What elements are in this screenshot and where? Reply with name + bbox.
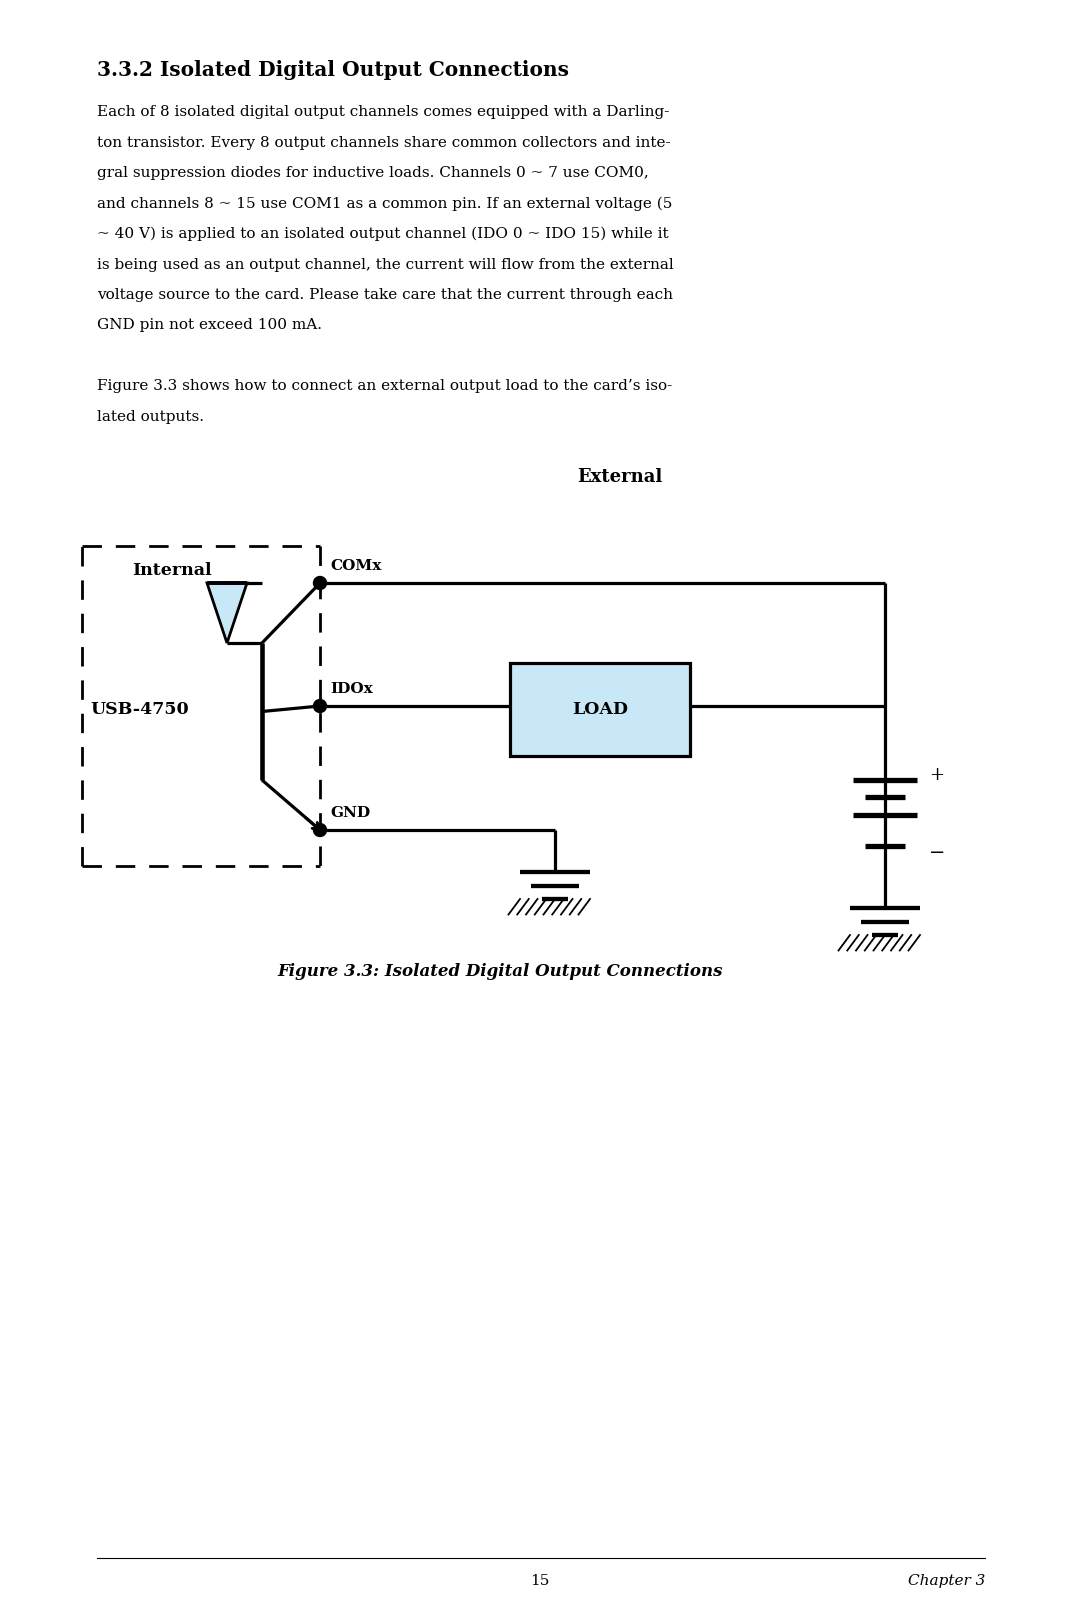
Text: gral suppression diodes for inductive loads. Channels 0 ~ 7 use COM0,: gral suppression diodes for inductive lo… [97,167,649,180]
Text: is being used as an output channel, the current will flow from the external: is being used as an output channel, the … [97,257,674,272]
Text: −: − [929,845,945,862]
Text: Figure 3.3: Isolated Digital Output Connections: Figure 3.3: Isolated Digital Output Conn… [278,963,723,981]
Text: voltage source to the card. Please take care that the current through each: voltage source to the card. Please take … [97,288,673,303]
Text: Internal: Internal [132,561,212,579]
Text: ton transistor. Every 8 output channels share common collectors and inte-: ton transistor. Every 8 output channels … [97,136,671,149]
Circle shape [313,699,326,712]
Text: IDOx: IDOx [330,683,373,696]
Text: ~ 40 V) is applied to an isolated output channel (IDO 0 ~ IDO 15) while it: ~ 40 V) is applied to an isolated output… [97,227,669,241]
Text: External: External [578,468,663,485]
Text: Each of 8 isolated digital output channels comes equipped with a Darling-: Each of 8 isolated digital output channe… [97,105,670,120]
Polygon shape [207,582,247,642]
Text: 3.3.2 Isolated Digital Output Connections: 3.3.2 Isolated Digital Output Connection… [97,60,569,79]
Text: LOAD: LOAD [572,701,627,718]
Text: +: + [929,765,944,785]
Circle shape [313,824,326,837]
Text: and channels 8 ~ 15 use COM1 as a common pin. If an external voltage (5: and channels 8 ~ 15 use COM1 as a common… [97,196,673,210]
Text: Figure 3.3 shows how to connect an external output load to the card’s iso-: Figure 3.3 shows how to connect an exter… [97,379,672,393]
Text: USB-4750: USB-4750 [90,702,189,718]
Text: lated outputs.: lated outputs. [97,409,204,424]
Circle shape [313,576,326,589]
Text: COMx: COMx [330,558,381,573]
Bar [510,663,690,756]
Text: GND pin not exceed 100 mA.: GND pin not exceed 100 mA. [97,319,322,333]
Text: Chapter 3: Chapter 3 [907,1574,985,1587]
Text: 15: 15 [530,1574,550,1587]
Text: GND: GND [330,806,370,820]
